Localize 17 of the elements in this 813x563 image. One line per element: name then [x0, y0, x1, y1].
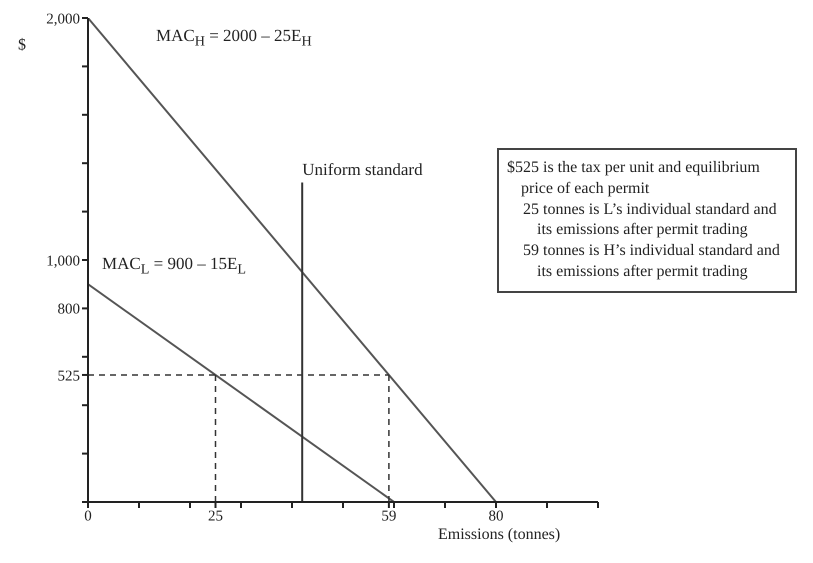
x-tick-label: 80 — [488, 508, 504, 525]
y-tick-label: 2,000 — [46, 11, 80, 28]
text-box: $525 is the tax per unit and equilibrium price of each permit 25 tonnes is L’s individual standard and its emissions after permit trading 59 tonnes is H’s individual standard and its emissions after permit trading — [497, 148, 797, 293]
x-tick-label: 25 — [208, 508, 223, 525]
series-label: MAC$_{H}$ = 2000 – 25E$_{H}$ — [156, 26, 312, 50]
x-tick-label: 0 — [84, 508, 92, 525]
annotation: Uniform standard — [302, 160, 423, 180]
y-tick-label: 525 — [58, 368, 80, 384]
x-tick-label: 59 — [381, 508, 396, 525]
series-label: MAC$_{L}$ = 900 – 15E$_{L}$ — [102, 254, 246, 279]
annotation: 25 tonnes is L’s individual standard and its emissions after permit trading — [522, 200, 778, 240]
annotation: $525 is the tax per unit and equilibrium price of each permit — [507, 158, 761, 199]
y-tick-label: 1,000 — [46, 253, 80, 270]
y-tick-label: 800 — [58, 302, 80, 318]
x-axis-title: Emissions (tonnes) — [438, 526, 560, 544]
y-axis-title: $ — [18, 36, 26, 54]
annotation: 59 tonnes is H’s individual standard and its emissions after permit trading — [522, 241, 781, 282]
